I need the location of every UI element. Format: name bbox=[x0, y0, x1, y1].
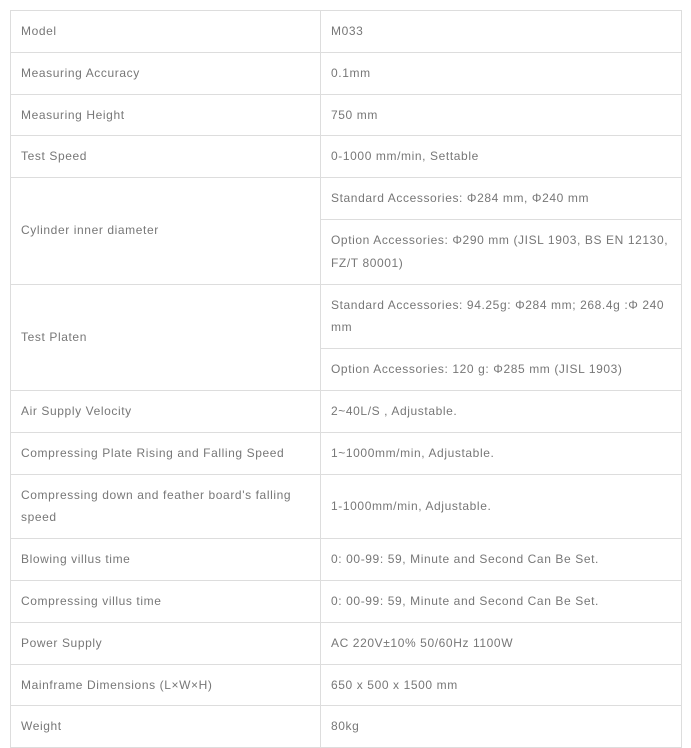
table-row: Mainframe Dimensions (L×W×H) 650 x 500 x… bbox=[11, 664, 682, 706]
spec-label: Model bbox=[11, 11, 321, 53]
spec-value: 750 mm bbox=[321, 94, 682, 136]
spec-value: 80kg bbox=[321, 706, 682, 748]
table-row: Compressing down and feather board's fal… bbox=[11, 474, 682, 539]
spec-label: Mainframe Dimensions (L×W×H) bbox=[11, 664, 321, 706]
spec-label: Measuring Height bbox=[11, 94, 321, 136]
spec-label: Air Supply Velocity bbox=[11, 390, 321, 432]
table-row: Weight 80kg bbox=[11, 706, 682, 748]
spec-value: 650 x 500 x 1500 mm bbox=[321, 664, 682, 706]
spec-label: Test Speed bbox=[11, 136, 321, 178]
table-row: Measuring Height 750 mm bbox=[11, 94, 682, 136]
spec-label: Compressing down and feather board's fal… bbox=[11, 474, 321, 539]
spec-value: Standard Accessories: 94.25g: Φ284 mm; 2… bbox=[321, 284, 682, 349]
table-row: Measuring Accuracy 0.1mm bbox=[11, 52, 682, 94]
spec-value: 1~1000mm/min, Adjustable. bbox=[321, 432, 682, 474]
table-row: Test Platen Standard Accessories: 94.25g… bbox=[11, 284, 682, 349]
table-row: Test Speed 0-1000 mm/min, Settable bbox=[11, 136, 682, 178]
spec-label: Compressing Plate Rising and Falling Spe… bbox=[11, 432, 321, 474]
spec-value: M033 bbox=[321, 11, 682, 53]
spec-value: Standard Accessories: Φ284 mm, Φ240 mm bbox=[321, 178, 682, 220]
table-row: Model M033 bbox=[11, 11, 682, 53]
spec-value: 0: 00-99: 59, Minute and Second Can Be S… bbox=[321, 580, 682, 622]
spec-value: Option Accessories: Φ290 mm (JISL 1903, … bbox=[321, 219, 682, 284]
spec-value: AC 220V±10% 50/60Hz 1100W bbox=[321, 622, 682, 664]
spec-value: 1-1000mm/min, Adjustable. bbox=[321, 474, 682, 539]
table-row: Cylinder inner diameter Standard Accesso… bbox=[11, 178, 682, 220]
table-row: Blowing villus time 0: 00-99: 59, Minute… bbox=[11, 539, 682, 581]
spec-value: 2~40L/S , Adjustable. bbox=[321, 390, 682, 432]
table-row: Compressing Plate Rising and Falling Spe… bbox=[11, 432, 682, 474]
spec-label: Compressing villus time bbox=[11, 580, 321, 622]
table-row: Compressing villus time 0: 00-99: 59, Mi… bbox=[11, 580, 682, 622]
spec-table: Model M033 Measuring Accuracy 0.1mm Meas… bbox=[10, 10, 682, 748]
spec-label: Weight bbox=[11, 706, 321, 748]
spec-label: Cylinder inner diameter bbox=[11, 178, 321, 284]
spec-value: 0.1mm bbox=[321, 52, 682, 94]
spec-label: Measuring Accuracy bbox=[11, 52, 321, 94]
table-row: Air Supply Velocity 2~40L/S , Adjustable… bbox=[11, 390, 682, 432]
spec-value: Option Accessories: 120 g: Φ285 mm (JISL… bbox=[321, 349, 682, 391]
spec-label: Power Supply bbox=[11, 622, 321, 664]
table-row: Power Supply AC 220V±10% 50/60Hz 1100W bbox=[11, 622, 682, 664]
spec-label: Blowing villus time bbox=[11, 539, 321, 581]
spec-label: Test Platen bbox=[11, 284, 321, 390]
spec-value: 0-1000 mm/min, Settable bbox=[321, 136, 682, 178]
spec-value: 0: 00-99: 59, Minute and Second Can Be S… bbox=[321, 539, 682, 581]
